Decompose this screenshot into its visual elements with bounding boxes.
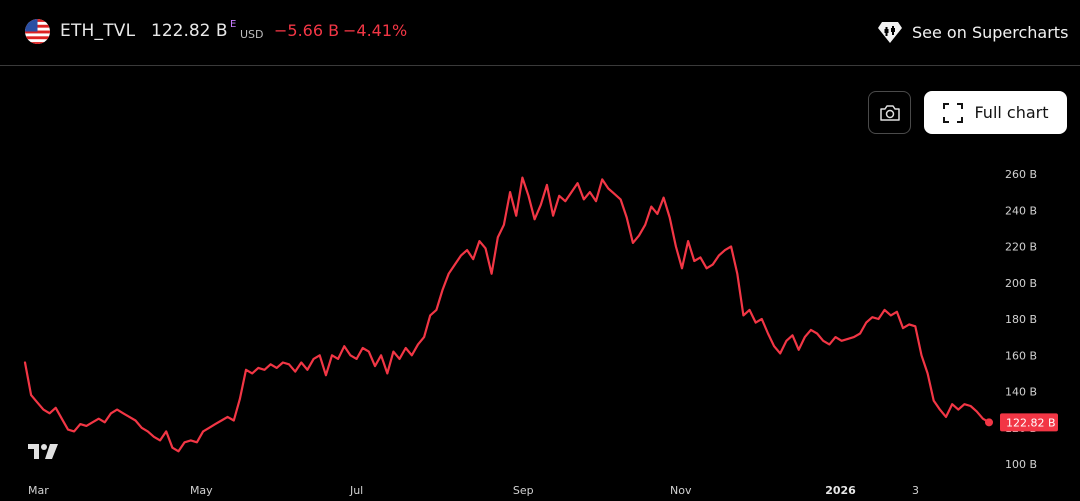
last-value-dot [985,418,993,427]
symbol-name: ETH_TVL [60,21,136,41]
expand-icon [943,102,964,123]
x-tick-label: May [190,484,213,497]
currency-label: USD [240,28,264,41]
x-tick-label: Jul [349,484,363,497]
last-value-marker: 122.82 B [985,413,1058,432]
x-tick-label: Sep [513,484,534,497]
tvl-series-line [23,176,991,453]
x-tick-label: Mar [28,484,49,497]
last-price: 122.82 B [151,21,228,41]
last-value-label: 122.82 B [1006,416,1056,429]
full-chart-button[interactable]: Full chart [924,91,1067,134]
x-tick-label: 3 [912,484,919,497]
snapshot-button[interactable] [868,91,911,134]
y-tick-label: 240 B [1005,204,1037,217]
price-change: −5.66 B [274,21,340,40]
price-change-percent: −4.41% [343,21,408,40]
y-tick-label: 140 B [1005,386,1037,399]
price-superscript: E [230,19,237,30]
tradingview-logo-icon [28,444,58,459]
x-tick-label: Nov [670,484,692,497]
x-tick-label: 2026 [825,484,856,497]
y-tick-label: 160 B [1005,349,1037,362]
y-tick-label: 220 B [1005,241,1037,254]
camera-icon [879,104,900,121]
y-tick-label: 200 B [1005,277,1037,290]
last-value-tag [1000,413,1058,432]
y-tick-label: 100 B [1005,458,1037,471]
full-chart-label: Full chart [974,103,1049,122]
see-on-supercharts-link[interactable]: See on Supercharts [876,18,1068,46]
supercharts-icon [878,22,902,43]
symbol-header: ETH_TVL 122.82 B E USD −5.66 B −4.41% Se… [0,0,1080,66]
y-tick-label: 260 B [1005,168,1037,181]
x-axis: Mar May Jul Sep Nov 2026 3 [28,484,919,497]
supercharts-label: See on Supercharts [912,22,1069,42]
us-flag-icon [25,19,50,44]
y-tick-label: 180 B [1005,313,1037,326]
